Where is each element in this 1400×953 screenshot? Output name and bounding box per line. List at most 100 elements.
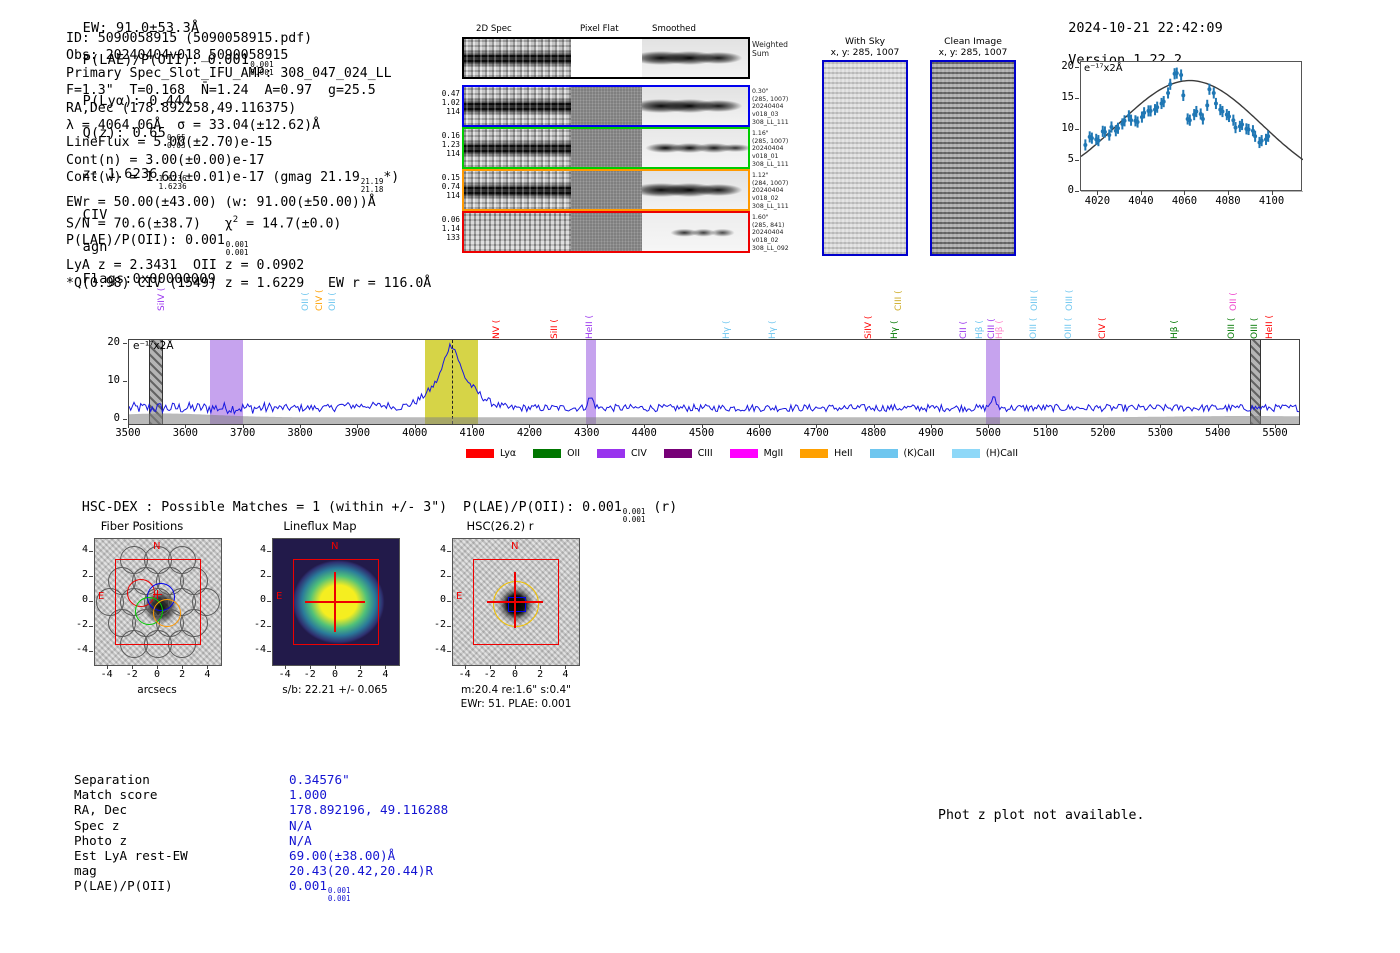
line-fit-annotation: e⁻¹⁷x2Å: [1084, 63, 1123, 74]
emission-line-label: Hβ (: [974, 320, 985, 339]
legend-item: CIV: [597, 448, 647, 459]
info-redshifts: LyA z = 2.3431 OII z = 0.0902: [66, 258, 305, 274]
hscdex-plae-lo: 0.001: [622, 515, 646, 524]
match-detail-key: Match score: [74, 787, 158, 803]
spec2d-row-weighted-sum[interactable]: Weighted Sum: [462, 37, 788, 79]
panel-y-tick: 4: [81, 543, 88, 555]
legend-item: (H)CaII: [951, 448, 1018, 459]
panel-x-tick: 2: [357, 669, 364, 680]
panel-hsc-r[interactable]: HSC(26.2) r N E -4 -2 0 2 4 -4 -2 0 2 4 m:20.4 r…: [420, 519, 580, 710]
spec2d-row-left-label: 0.06 1.14 133: [441, 215, 460, 243]
match-detail-value: 1.000: [289, 787, 327, 803]
panel-y-tickmark: [89, 550, 93, 552]
match-detail-value: 0.001 0.001 0.001: [289, 878, 351, 904]
spectrum-x-tickmark: [242, 424, 244, 428]
spectrum-x-tick: 5300: [1147, 427, 1173, 439]
emission-line-label: Hβ (: [994, 320, 1005, 339]
info-cont-w: Cont(w) = 1.60(±0.01)e-17 (gmag 21.19 21.…: [66, 169, 431, 194]
compass-e: E: [456, 591, 463, 602]
hsc-cross-v: [514, 572, 516, 628]
header-qz-lo: 0.03: [166, 141, 186, 150]
spectrum-x-tick: 5500: [1262, 427, 1288, 439]
legend-label: (K)CaII: [903, 448, 935, 459]
match-detail-value: N/A: [289, 832, 312, 848]
panel-y-tickmark: [267, 575, 271, 577]
panel-y-tickmark: [267, 601, 271, 602]
spectrum-line-marker: [452, 340, 454, 424]
fit-y-tickmark: [1075, 191, 1079, 192]
legend-label: CIII: [697, 448, 713, 459]
spec2d-row-2[interactable]: 0.16 1.23 114 1.16" (285, 1007) 20240404…: [442, 127, 789, 169]
legend-swatch: [729, 449, 758, 458]
spectrum-x-tickmark: [1045, 424, 1047, 428]
panel-fiber-positions[interactable]: Fiber Positions N E -4 -2 0 2 4 -4 -2 0 2 4 arcs…: [62, 519, 222, 698]
panel-x-tick: -2: [125, 669, 138, 680]
spectrum-y-tickmark: [123, 342, 127, 344]
spectrum-x-tick: 4100: [459, 427, 485, 439]
header-flags: Flags:0x00000009: [82, 271, 216, 287]
bound-hi: 0.001: [327, 886, 351, 896]
info-id: ID: 5090058915 (5090058915.pdf): [66, 31, 313, 46]
with-sky-image: [822, 60, 908, 256]
line-fit-plot[interactable]: e⁻¹⁷x2Å 0 5 10 15 20 4020 4040 4060 4080 4100: [1040, 55, 1306, 217]
fit-y-tick: 20: [1061, 60, 1074, 73]
panel-title: Lineflux Map: [283, 519, 357, 533]
legend-label: OII: [567, 448, 581, 459]
spec2d-row-right-label: 0.30" (285, 1007) 20240404 v018_03 308_L…: [752, 88, 789, 126]
spectrum-x-tick: 5100: [1032, 427, 1059, 439]
legend-item: Lyα: [466, 448, 516, 459]
cutout-clean-image[interactable]: Clean Image x, y: 285, 1007: [930, 36, 1016, 256]
info-lambda-sigma: λ = 4064.06Å σ = 33.04(±12.62)Å: [66, 118, 321, 134]
legend-item: HeII: [800, 448, 853, 459]
emission-line-label: Hγ (: [722, 320, 733, 339]
compass-n: N: [153, 541, 161, 552]
spec2d-image-smoothed: [641, 129, 748, 167]
spec2d-row-4[interactable]: 0.06 1.14 133 1.60" (285, 841) 20240404 …: [442, 211, 789, 253]
legend-item: CIII: [663, 448, 713, 459]
spectrum-band-0: [148, 340, 164, 424]
match-detail-key: Photo z: [74, 832, 128, 848]
legend-swatch: [800, 449, 829, 458]
spec2d-row-3[interactable]: 0.15 0.74 114 1.12" (284, 1007) 20240404…: [442, 169, 789, 211]
spectrum-x-tick: 3600: [172, 427, 198, 439]
info-cont-w-post: *): [383, 170, 400, 186]
spectrum-x-tick: 5200: [1090, 427, 1116, 439]
emission-line-label: OIII (: [1064, 289, 1075, 311]
emission-line-label: OII (: [328, 292, 339, 311]
panel-x-tick: 0: [153, 669, 161, 680]
fit-x-tick: 4100: [1258, 195, 1285, 207]
match-detail-bounds: 0.001 0.001: [328, 887, 351, 903]
legend-swatch: [533, 449, 562, 458]
spec2d-weighted-sum-label: Weighted Sum: [752, 40, 788, 58]
info-plae-pre: P(LAE)/P(OII): 0.001: [66, 233, 225, 249]
emission-line-label: OII (: [1228, 292, 1239, 311]
panel-x-tick: -4: [278, 669, 291, 680]
spectrum-x-tickmark: [300, 424, 302, 428]
spectrum-x-tickmark: [472, 424, 474, 428]
compass-n: N: [331, 541, 339, 552]
panel-x-tickmark: [284, 665, 286, 669]
panel-title: Fiber Positions: [100, 519, 184, 533]
spec2d-row-left-label: 0.47 1.02 114: [441, 89, 460, 117]
emission-line-label: OII (: [300, 292, 311, 311]
legend-swatch: [663, 449, 692, 458]
panel-lineflux-map[interactable]: Lineflux Map N E -4 -2 0 2 4 -4 -2 0 2 4 s/b: 22…: [240, 519, 400, 698]
panel-y-tick: 4: [439, 543, 446, 555]
panel-y-tick: 2: [81, 568, 88, 580]
cutout-with-sky[interactable]: With Sky x, y: 285, 1007: [822, 36, 908, 256]
panel-y-tickmark: [89, 626, 93, 628]
spec2d-image-smoothed: [641, 87, 748, 125]
fit-y-tickmark: [1075, 98, 1079, 100]
spec2d-row-1[interactable]: 0.47 1.02 114 0.30" (285, 1007) 20240404…: [442, 85, 789, 127]
info-plae-lo: 0.001: [225, 248, 249, 258]
spectrum-x-tick: 5400: [1205, 427, 1231, 439]
header-plae-label: P(LAE)/P(OII): 0.001: [82, 52, 250, 68]
full-spectrum-plot[interactable]: SiIV (OII (CIV (OII (NV (SiII (HeII (Hγ …: [66, 275, 1306, 460]
hsc-catalog-box: [508, 597, 526, 612]
source-info-block: ID: 5090058915 (5090058915.pdf) Obs: 202…: [66, 30, 431, 292]
emission-line-label: SiII (: [550, 319, 561, 339]
spectrum-x-tick: 3900: [344, 427, 371, 439]
fiber-redbox: [115, 559, 201, 645]
emission-line-label: OIII (: [1030, 289, 1041, 311]
spectrum-annotation: e⁻¹⁷x2Å: [133, 340, 174, 352]
